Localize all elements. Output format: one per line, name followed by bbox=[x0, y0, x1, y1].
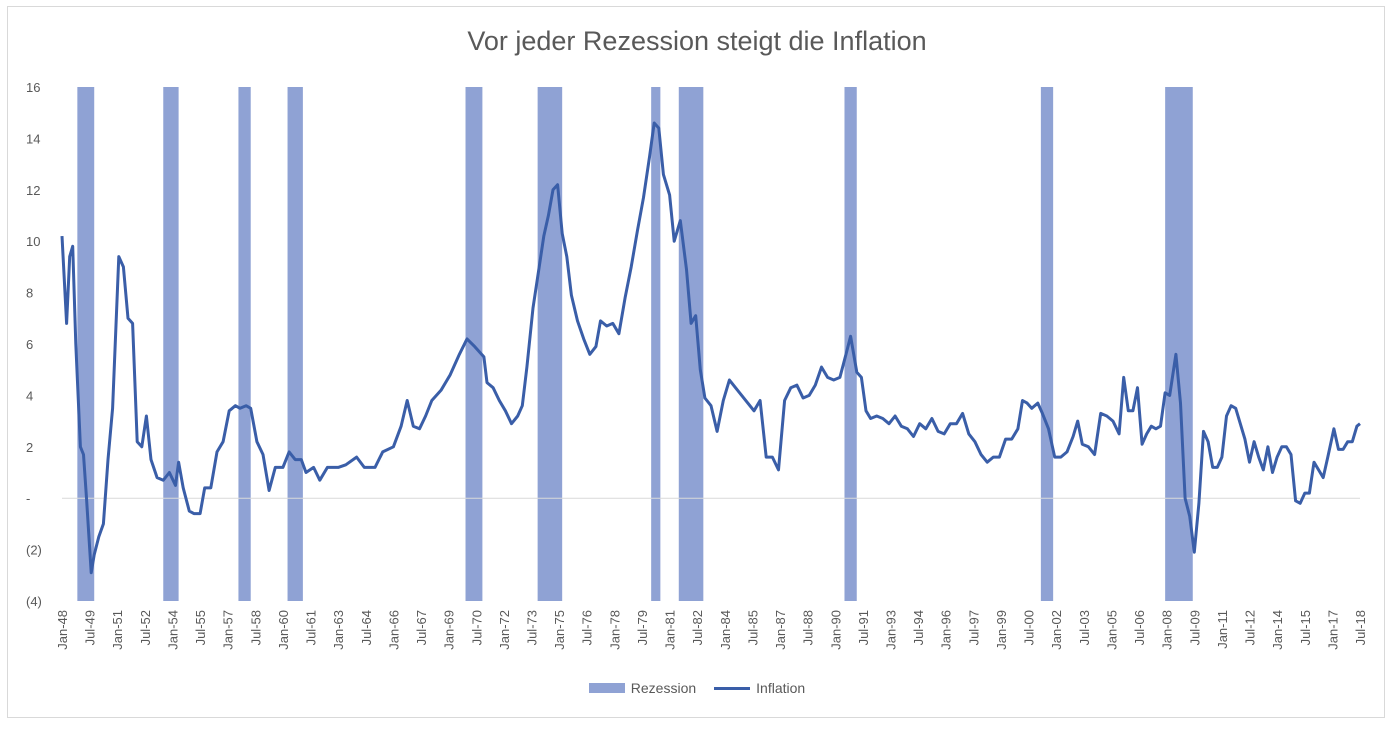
x-axis-ticks: Jan-48 Jul-49 Jan-51 Jul-52 Jan-54 Jul-55 Jan-… bbox=[55, 610, 1368, 650]
x-tick-label: Jul-70 bbox=[469, 610, 484, 645]
recession-band bbox=[537, 87, 563, 601]
x-tick-label: Jul-85 bbox=[745, 610, 760, 645]
y-tick-label: 16 bbox=[26, 80, 40, 95]
x-tick-label: Jul-55 bbox=[193, 610, 208, 645]
y-tick-label: 10 bbox=[26, 234, 40, 249]
x-tick-label: Jul-15 bbox=[1298, 610, 1313, 645]
y-tick-label: 2 bbox=[26, 440, 33, 455]
recession-band bbox=[1040, 87, 1054, 601]
recession-band bbox=[77, 87, 95, 601]
x-tick-label: Jan-75 bbox=[552, 610, 567, 650]
x-tick-label: Jan-96 bbox=[939, 610, 954, 650]
x-tick-label: Jan-17 bbox=[1325, 610, 1340, 650]
x-tick-label: Jan-48 bbox=[55, 610, 70, 650]
x-tick-label: Jul-03 bbox=[1077, 610, 1092, 645]
y-tick-label: 12 bbox=[26, 183, 40, 198]
x-tick-label: Jan-57 bbox=[221, 610, 236, 650]
recession-band bbox=[238, 87, 251, 601]
x-tick-label: Jul-12 bbox=[1243, 610, 1258, 645]
recession-swatch bbox=[588, 683, 625, 693]
x-tick-label: Jul-79 bbox=[635, 610, 650, 645]
x-tick-label: Jul-06 bbox=[1132, 610, 1147, 645]
y-tick-label: 6 bbox=[26, 337, 33, 352]
x-tick-label: Jan-66 bbox=[386, 610, 401, 650]
x-tick-label: Jul-88 bbox=[801, 610, 816, 645]
recession-band bbox=[651, 87, 661, 601]
inflation-series-line bbox=[60, 121, 1361, 575]
x-tick-label: Jan-90 bbox=[828, 610, 843, 650]
x-tick-label: Jan-72 bbox=[497, 610, 512, 650]
legend-label-recession: Rezession bbox=[630, 680, 697, 696]
x-tick-label: Jul-67 bbox=[414, 610, 429, 645]
x-tick-label: Jul-94 bbox=[911, 610, 926, 645]
x-tick-label: Jul-58 bbox=[248, 610, 263, 645]
y-tick-label: 4 bbox=[26, 388, 33, 403]
y-tick-label: - bbox=[26, 491, 30, 506]
x-tick-label: Jul-00 bbox=[1022, 610, 1037, 645]
x-tick-label: Jul-73 bbox=[524, 610, 539, 645]
x-tick-label: Jan-14 bbox=[1270, 610, 1285, 650]
x-tick-label: Jul-49 bbox=[83, 610, 98, 645]
recession-band bbox=[287, 87, 303, 601]
recession-bands bbox=[77, 87, 1193, 601]
x-tick-label: Jan-99 bbox=[994, 610, 1009, 650]
legend: Rezession Inflation bbox=[0, 680, 1394, 696]
inflation-line bbox=[60, 121, 1361, 575]
x-tick-label: Jan-02 bbox=[1049, 610, 1064, 650]
x-tick-label: Jan-69 bbox=[442, 610, 457, 650]
x-tick-label: Jan-93 bbox=[884, 610, 899, 650]
x-tick-label: Jan-54 bbox=[165, 610, 180, 650]
x-tick-label: Jul-09 bbox=[1187, 610, 1202, 645]
legend-label-inflation: Inflation bbox=[756, 680, 806, 696]
y-tick-label: (4) bbox=[26, 594, 42, 609]
inflation-swatch bbox=[714, 686, 751, 690]
x-tick-label: Jul-82 bbox=[690, 610, 705, 645]
legend-item-inflation: Inflation bbox=[714, 680, 805, 696]
x-tick-label: Jan-78 bbox=[607, 610, 622, 650]
x-tick-label: Jan-05 bbox=[1104, 610, 1119, 650]
y-tick-label: (2) bbox=[26, 543, 42, 558]
x-tick-label: Jan-84 bbox=[718, 610, 733, 650]
chart-title: Vor jeder Rezession steigt die Inflation bbox=[467, 26, 927, 56]
legend-item-recession: Rezession bbox=[588, 680, 697, 696]
x-tick-label: Jan-87 bbox=[773, 610, 788, 650]
y-tick-label: 8 bbox=[26, 286, 33, 301]
x-tick-label: Jan-63 bbox=[331, 610, 346, 650]
x-tick-label: Jan-81 bbox=[663, 610, 678, 650]
recession-band bbox=[163, 87, 179, 601]
x-tick-label: Jul-61 bbox=[304, 610, 319, 645]
x-tick-label: Jul-64 bbox=[359, 610, 374, 645]
x-tick-label: Jan-11 bbox=[1215, 610, 1230, 649]
y-tick-label: 14 bbox=[26, 131, 40, 146]
x-tick-label: Jan-08 bbox=[1160, 610, 1175, 650]
x-tick-label: Jan-51 bbox=[110, 610, 125, 650]
x-tick-label: Jul-52 bbox=[138, 610, 153, 645]
x-tick-label: Jan-60 bbox=[276, 610, 291, 650]
recession-band bbox=[678, 87, 704, 601]
x-tick-label: Jul-97 bbox=[966, 610, 981, 645]
x-tick-label: Jul-18 bbox=[1353, 610, 1368, 645]
y-axis-ticks: 16 14 12 10 8 6 4 2 - (2) (4) bbox=[26, 80, 42, 609]
recession-band bbox=[1165, 87, 1193, 601]
x-tick-label: Jul-91 bbox=[856, 610, 871, 645]
x-tick-label: Jul-76 bbox=[580, 610, 595, 645]
